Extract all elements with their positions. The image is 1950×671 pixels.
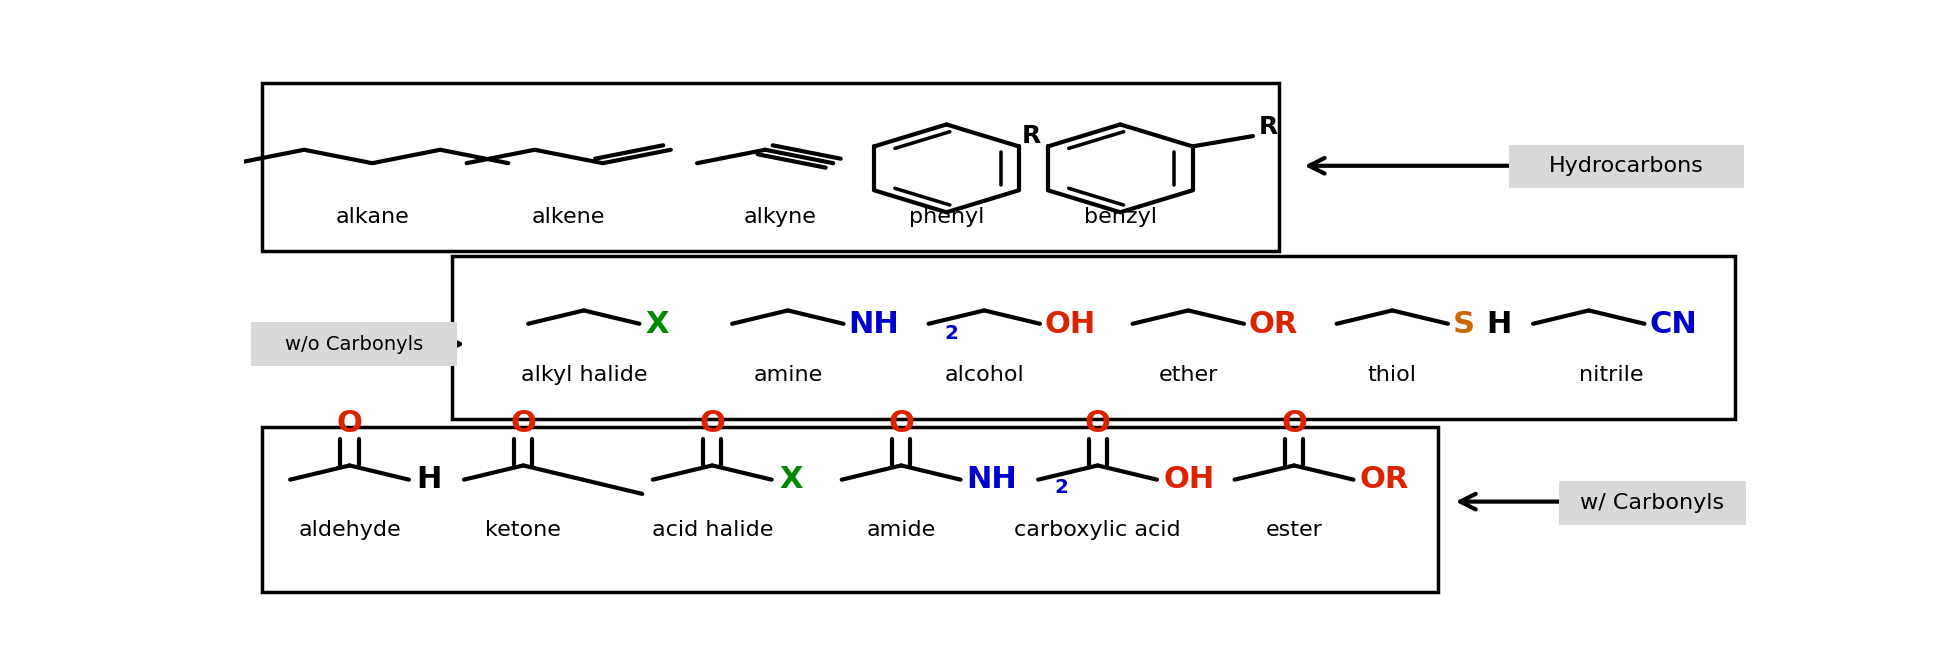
Text: w/ Carbonyls: w/ Carbonyls	[1580, 493, 1724, 513]
Text: O: O	[511, 409, 536, 438]
Text: O: O	[337, 409, 363, 438]
Text: R: R	[1258, 115, 1277, 139]
Text: amide: amide	[866, 520, 936, 540]
Text: X: X	[780, 465, 803, 494]
Text: alkyne: alkyne	[743, 207, 817, 227]
Text: w/o Carbonyls: w/o Carbonyls	[285, 335, 423, 354]
Text: 2: 2	[944, 323, 959, 343]
Text: alkene: alkene	[532, 207, 604, 227]
Text: acid halide: acid halide	[651, 520, 772, 540]
Text: benzyl: benzyl	[1084, 207, 1156, 227]
Text: phenyl: phenyl	[909, 207, 985, 227]
Text: OR: OR	[1359, 465, 1410, 494]
Text: CN: CN	[1650, 310, 1696, 339]
Text: H: H	[1486, 310, 1511, 339]
Text: amine: amine	[753, 365, 823, 385]
Text: OH: OH	[1045, 310, 1096, 339]
Text: O: O	[1084, 409, 1111, 438]
Text: R: R	[1022, 124, 1041, 148]
Text: O: O	[887, 409, 915, 438]
Text: ester: ester	[1266, 520, 1322, 540]
Text: ether: ether	[1158, 365, 1219, 385]
Text: alkane: alkane	[335, 207, 410, 227]
Text: alcohol: alcohol	[944, 365, 1024, 385]
Text: carboxylic acid: carboxylic acid	[1014, 520, 1182, 540]
Text: O: O	[1281, 409, 1306, 438]
Text: Hydrocarbons: Hydrocarbons	[1548, 156, 1704, 176]
Text: OH: OH	[1162, 465, 1215, 494]
Text: X: X	[645, 310, 669, 339]
Text: nitrile: nitrile	[1580, 365, 1644, 385]
Text: aldehyde: aldehyde	[298, 520, 402, 540]
Text: H: H	[417, 465, 443, 494]
Text: alkyl halide: alkyl halide	[521, 365, 647, 385]
Text: S: S	[1453, 310, 1474, 339]
FancyBboxPatch shape	[252, 322, 456, 366]
FancyBboxPatch shape	[1509, 144, 1745, 188]
FancyBboxPatch shape	[1558, 482, 1745, 525]
Text: thiol: thiol	[1367, 365, 1418, 385]
Text: 2: 2	[1055, 478, 1069, 497]
Text: NH: NH	[967, 465, 1018, 494]
Text: OR: OR	[1248, 310, 1299, 339]
Text: O: O	[700, 409, 725, 438]
Text: ketone: ketone	[486, 520, 562, 540]
Text: NH: NH	[848, 310, 899, 339]
